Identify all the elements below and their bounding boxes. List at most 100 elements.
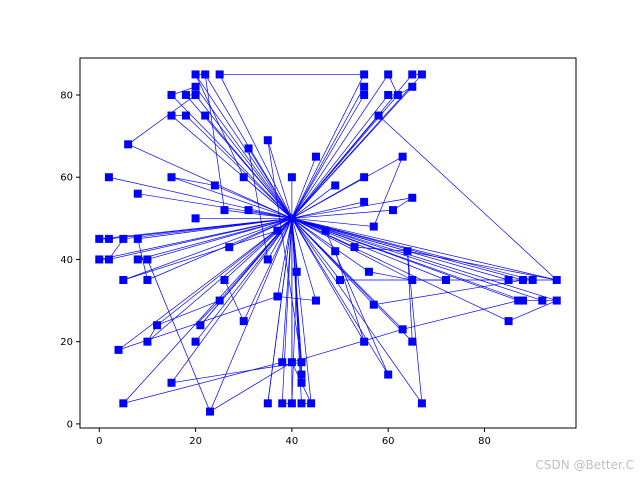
hub-spoke-line: [248, 209, 292, 219]
connection-line: [508, 300, 557, 322]
node-marker: [408, 337, 417, 346]
x-axis-ticks: 0 20 40 60 80: [96, 428, 491, 447]
connection-line: [195, 300, 220, 326]
node-marker: [167, 173, 176, 182]
node-marker: [225, 243, 234, 252]
node-marker: [201, 70, 210, 79]
hub-spoke-line: [209, 218, 293, 412]
node-marker: [297, 370, 306, 379]
hub-spoke-line: [171, 94, 293, 219]
connection-line: [209, 361, 293, 412]
hub-spoke-line: [291, 185, 336, 219]
node-marker: [196, 321, 205, 330]
hub-spoke-line: [277, 218, 293, 297]
node-marker: [297, 399, 306, 408]
node-marker: [311, 152, 320, 161]
node-marker: [191, 214, 200, 223]
hub-spoke-line: [291, 156, 317, 219]
hub-spoke-line: [291, 74, 389, 219]
node-marker: [104, 234, 113, 243]
node-marker: [552, 296, 561, 305]
node-marker: [369, 222, 378, 231]
node-marker: [104, 255, 113, 264]
y-axis-ticks: 0 20 40 60 80: [60, 91, 80, 430]
node-marker: [143, 255, 152, 264]
node-marker: [124, 140, 133, 149]
hub-spoke-line: [291, 176, 365, 219]
node-marker: [311, 296, 320, 305]
node-marker: [331, 247, 340, 256]
hub-spoke-line: [147, 217, 292, 260]
hub-spoke-line: [108, 217, 292, 260]
node-marker: [307, 399, 316, 408]
hub-spoke-line: [156, 218, 293, 326]
node-marker: [287, 173, 296, 182]
node-marker: [538, 296, 547, 305]
hub-marker: [287, 214, 296, 223]
x-tick-label: 0: [96, 436, 102, 447]
hub-spoke-line: [291, 218, 312, 404]
node-marker: [384, 370, 393, 379]
node-marker: [519, 296, 528, 305]
node-marker: [408, 276, 417, 284]
node-marker: [210, 181, 219, 190]
node-marker: [360, 173, 369, 182]
node-marker: [384, 70, 393, 79]
node-marker: [114, 345, 123, 354]
node-marker: [278, 399, 287, 408]
node-marker: [273, 226, 282, 235]
node-marker: [519, 276, 528, 284]
node-marker: [331, 181, 340, 190]
hub-spoke-line: [99, 217, 292, 260]
hub-spoke-line: [204, 115, 293, 219]
hub-spoke-line: [291, 86, 413, 219]
node-marker: [143, 276, 152, 284]
hub-spoke-line: [291, 218, 389, 375]
connection-line: [291, 271, 298, 404]
hub-spoke-line: [137, 217, 292, 240]
node-marker: [360, 82, 369, 91]
hub-spoke-line: [147, 218, 293, 342]
x-tick-label: 60: [382, 436, 395, 447]
hub-spoke-line: [291, 94, 365, 219]
node-marker: [360, 197, 369, 206]
connection-line: [373, 279, 524, 306]
node-marker: [374, 111, 383, 120]
node-marker: [292, 267, 301, 276]
connection-line: [378, 115, 557, 281]
connection-line: [248, 148, 269, 260]
hub-spoke-line: [291, 209, 394, 219]
connection-line: [334, 251, 365, 342]
x-tick-label: 20: [189, 436, 202, 447]
hub-spoke-line: [291, 94, 389, 219]
x-tick-label: 40: [286, 436, 299, 447]
node-marker: [393, 91, 402, 99]
node-marker: [244, 144, 253, 153]
hub-spoke-line: [171, 176, 292, 219]
node-marker: [167, 91, 176, 99]
node-marker: [244, 206, 253, 215]
node-marker: [104, 173, 113, 182]
hub-spoke-line: [224, 209, 292, 219]
node-marker: [263, 399, 272, 408]
connection-line: [171, 86, 196, 96]
node-marker: [360, 91, 369, 99]
hub-spoke-line: [291, 218, 423, 404]
hub-spoke-line: [291, 197, 413, 219]
node-marker: [417, 399, 426, 408]
node-marker: [167, 378, 176, 387]
hub-spoke-line: [118, 218, 293, 351]
connection-line: [224, 279, 245, 322]
node-marker: [287, 399, 296, 408]
y-tick-label: 40: [60, 255, 73, 266]
hub-spoke-line: [267, 140, 293, 219]
node-marker: [191, 337, 200, 346]
connection-line: [368, 271, 413, 281]
node-marker: [191, 70, 200, 79]
node-marker: [133, 189, 142, 198]
plot-frame: [79, 57, 577, 429]
node-marker: [263, 255, 272, 264]
node-marker: [239, 173, 248, 182]
node-marker: [95, 234, 104, 243]
connection-line: [127, 94, 196, 145]
